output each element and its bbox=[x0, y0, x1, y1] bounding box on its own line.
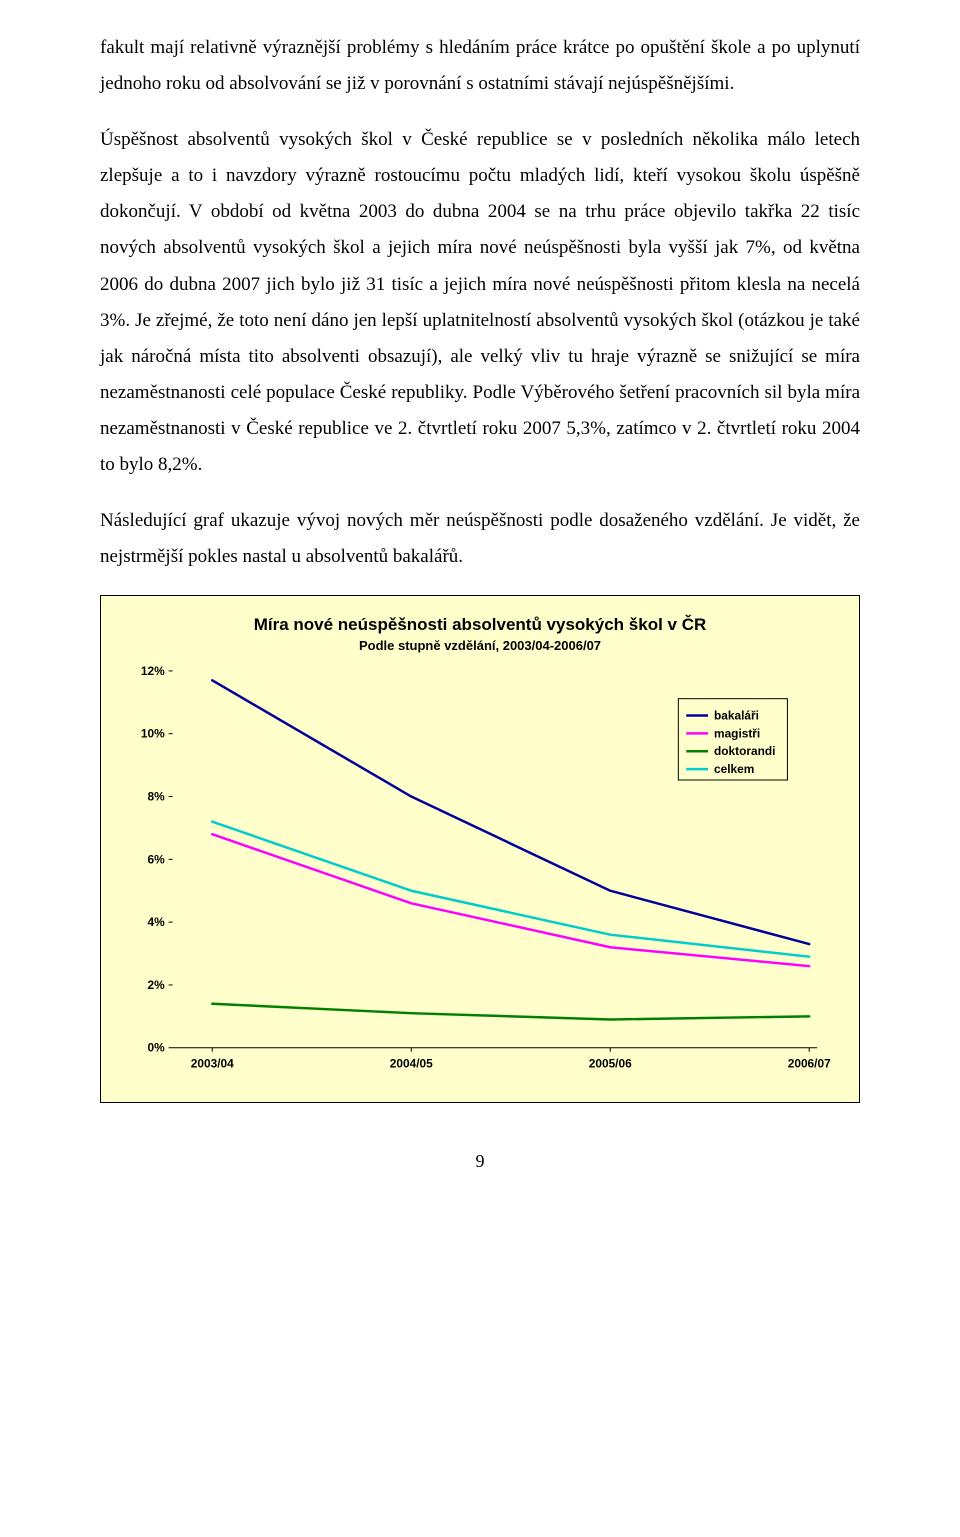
x-tick-label: 2004/05 bbox=[390, 1057, 433, 1071]
y-tick-label: 12% bbox=[141, 664, 165, 678]
paragraph-2: Úspěšnost absolventů vysokých škol v Čes… bbox=[100, 122, 860, 483]
y-tick-label: 0% bbox=[147, 1041, 165, 1055]
chart-title: Míra nové neúspěšnosti absolventů vysoký… bbox=[123, 614, 837, 636]
legend-item-label: magistři bbox=[714, 727, 760, 741]
page: fakult mají relativně výraznější problém… bbox=[0, 0, 960, 1212]
legend-item-label: celkem bbox=[714, 762, 754, 776]
legend-item-label: bakaláři bbox=[714, 709, 759, 723]
x-tick-label: 2005/06 bbox=[589, 1057, 632, 1071]
y-tick-label: 4% bbox=[147, 916, 165, 930]
x-tick-label: 2003/04 bbox=[191, 1057, 234, 1071]
page-number: 9 bbox=[100, 1151, 860, 1172]
y-tick-label: 6% bbox=[147, 853, 165, 867]
y-tick-label: 2% bbox=[147, 978, 165, 992]
line-chart: 0% 2% 4% 6% 8% 10% 12% 2003/04 2004/05 2005/06 200… bbox=[123, 661, 837, 1087]
series-line bbox=[212, 822, 809, 957]
paragraph-1: fakult mají relativně výraznější problém… bbox=[100, 30, 860, 102]
x-tick-label: 2006/07 bbox=[788, 1057, 831, 1071]
y-tick-label: 8% bbox=[147, 790, 165, 804]
y-tick-label: 10% bbox=[141, 727, 165, 741]
legend-item-label: doktorandi bbox=[714, 745, 775, 759]
paragraph-3: Následující graf ukazuje vývoj nových mě… bbox=[100, 503, 860, 575]
chart-container: Míra nové neúspěšnosti absolventů vysoký… bbox=[100, 595, 860, 1103]
series-line bbox=[212, 1004, 809, 1020]
chart-subtitle: Podle stupně vzdělání, 2003/04-2006/07 bbox=[123, 638, 837, 653]
